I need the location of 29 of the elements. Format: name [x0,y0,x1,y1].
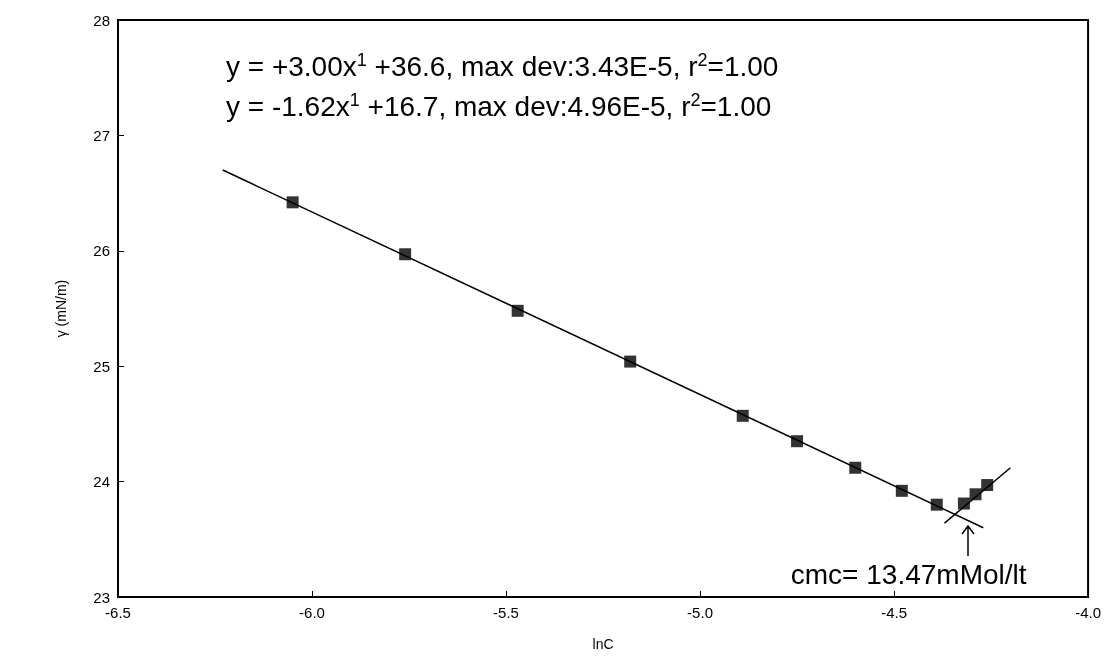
point [736,409,749,422]
annotation: y = -1.62x$^{1}$ +16.7, max dev:4.96E-5, r$^{2}$=1.00 [226,89,772,124]
y-tick-label: 23 [93,588,110,606]
x-tick-label: -4.5 [881,604,907,621]
annotation: y = +3.00x$^{1}$ +36.6, max dev:3.43E-5, r$^{2}$=1.00 [226,49,779,84]
annotation: cmc= 13.47mMol/lt [790,558,1027,591]
point [981,479,994,492]
point [957,497,970,510]
x-tick-label: -5.0 [687,604,713,621]
y-tick-label: 26 [93,242,110,260]
x-tick-label: -6.0 [299,604,325,621]
point [511,304,524,317]
point [969,488,982,501]
y-tick-label: 27 [93,126,110,144]
point [286,196,299,209]
y-tick-label: 24 [93,473,110,491]
point [895,484,908,497]
y-tick-label: 28 [93,11,110,29]
point [930,498,943,511]
point [791,435,804,448]
point [399,248,412,261]
y-tick-label: 25 [93,357,110,375]
y-axis-title: γ (mN/m) [53,279,69,338]
x-axis-title: lnC [592,636,614,652]
x-tick-label: -5.5 [493,604,519,621]
point [624,355,637,368]
x-tick-label: -4.0 [1075,604,1102,621]
x-tick-label: -6.5 [105,604,131,621]
point [849,461,862,474]
